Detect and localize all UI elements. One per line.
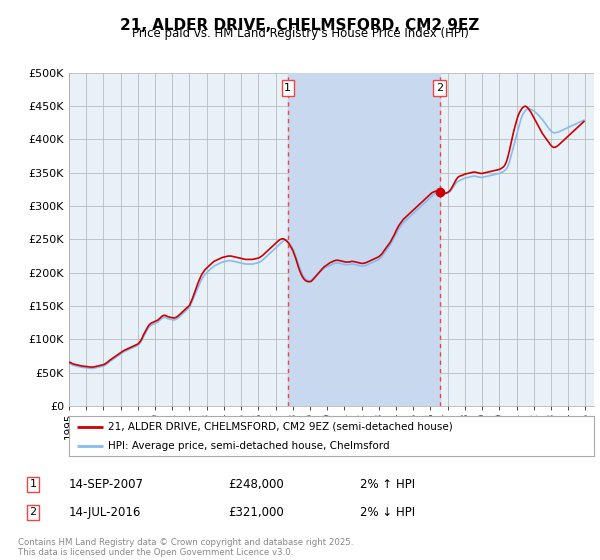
Text: 14-JUL-2016: 14-JUL-2016 bbox=[69, 506, 142, 519]
Text: 2% ↑ HPI: 2% ↑ HPI bbox=[360, 478, 415, 491]
Text: 21, ALDER DRIVE, CHELMSFORD, CM2 9EZ (semi-detached house): 21, ALDER DRIVE, CHELMSFORD, CM2 9EZ (se… bbox=[109, 422, 453, 432]
Text: £321,000: £321,000 bbox=[228, 506, 284, 519]
Text: £248,000: £248,000 bbox=[228, 478, 284, 491]
Bar bbox=[288, 73, 440, 406]
Text: Contains HM Land Registry data © Crown copyright and database right 2025.
This d: Contains HM Land Registry data © Crown c… bbox=[18, 538, 353, 557]
Text: HPI: Average price, semi-detached house, Chelmsford: HPI: Average price, semi-detached house,… bbox=[109, 441, 390, 450]
Text: Price paid vs. HM Land Registry's House Price Index (HPI): Price paid vs. HM Land Registry's House … bbox=[131, 27, 469, 40]
Text: 2: 2 bbox=[29, 507, 37, 517]
Text: 1: 1 bbox=[29, 479, 37, 489]
Text: 1: 1 bbox=[284, 83, 291, 93]
Text: 14-SEP-2007: 14-SEP-2007 bbox=[69, 478, 144, 491]
Text: 2: 2 bbox=[436, 83, 443, 93]
Text: 2% ↓ HPI: 2% ↓ HPI bbox=[360, 506, 415, 519]
Text: 21, ALDER DRIVE, CHELMSFORD, CM2 9EZ: 21, ALDER DRIVE, CHELMSFORD, CM2 9EZ bbox=[121, 18, 479, 33]
